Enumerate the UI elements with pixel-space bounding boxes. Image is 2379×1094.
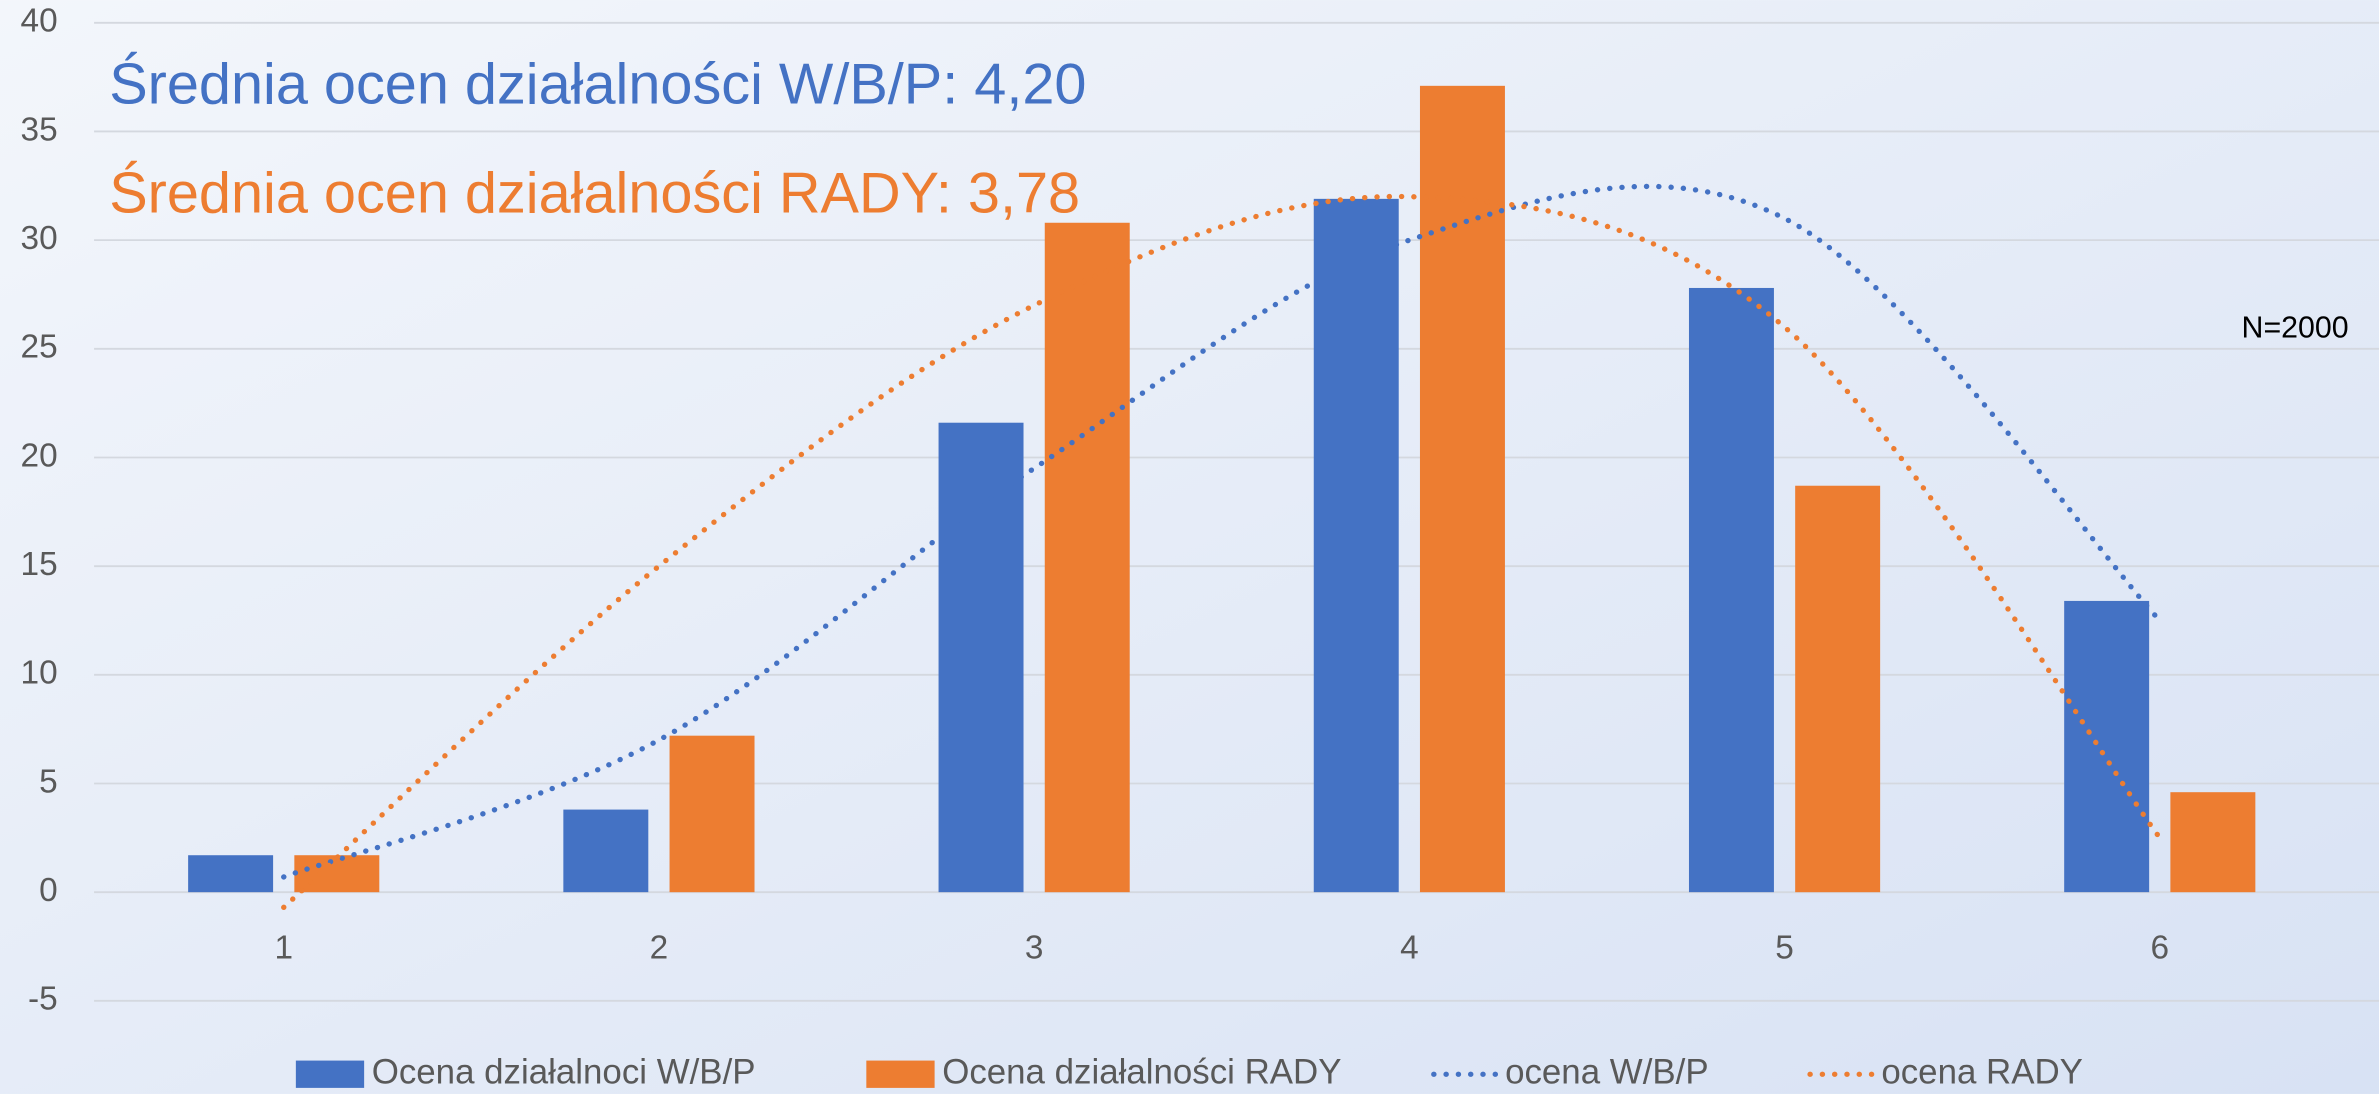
annotation: Średnia ocen działalności W/B/P: 4,20	[109, 51, 1086, 116]
x-tick-label: 6	[2150, 930, 2169, 967]
bar	[938, 422, 1024, 893]
y-tick-label: 25	[21, 329, 58, 366]
x-tick-label: 2	[650, 930, 669, 967]
bar	[1688, 287, 1774, 893]
legend-label: Ocena działalnoci W/B/P	[372, 1052, 756, 1091]
legend-label: Ocena działalności RADY	[942, 1052, 1341, 1091]
bar	[1419, 85, 1505, 893]
bar	[1795, 485, 1881, 893]
y-tick-label: 15	[21, 546, 58, 583]
trendline	[281, 183, 2163, 880]
y-tick-label: 35	[21, 111, 58, 148]
legend-swatch	[866, 1060, 935, 1088]
annotation: Średnia ocen działalności RADY: 3,78	[109, 161, 1080, 226]
legend-swatch	[295, 1060, 365, 1088]
y-tick-label: -5	[28, 981, 58, 1018]
y-tick-label: 10	[21, 655, 58, 692]
y-tick-label: 30	[21, 220, 58, 257]
bar	[1044, 222, 1130, 893]
plot: -5 0 5 10 15 20 25 30 35 40 1 2 3 4 5 6 Średnia ocen dzi…	[21, 3, 2379, 1091]
annotation: N=2000	[2242, 311, 2349, 344]
bar	[1313, 198, 1399, 893]
bar	[2064, 600, 2150, 893]
bar	[2170, 792, 2256, 893]
x-tick-label: 4	[1400, 930, 1419, 967]
y-tick-label: 5	[39, 763, 58, 800]
x-tick-label: 3	[1025, 930, 1044, 967]
x-tick-label: 1	[274, 930, 293, 967]
legend-label: ocena W/B/P	[1505, 1052, 1709, 1091]
y-tick-label: 20	[21, 437, 58, 474]
bar	[669, 735, 755, 893]
y-tick-label: 40	[21, 3, 58, 40]
legend-label: ocena RADY	[1881, 1052, 2083, 1091]
bar	[294, 855, 380, 893]
bar	[563, 809, 649, 893]
bar	[188, 855, 274, 893]
y-tick-label: 0	[39, 872, 58, 909]
x-tick-label: 5	[1775, 930, 1794, 967]
